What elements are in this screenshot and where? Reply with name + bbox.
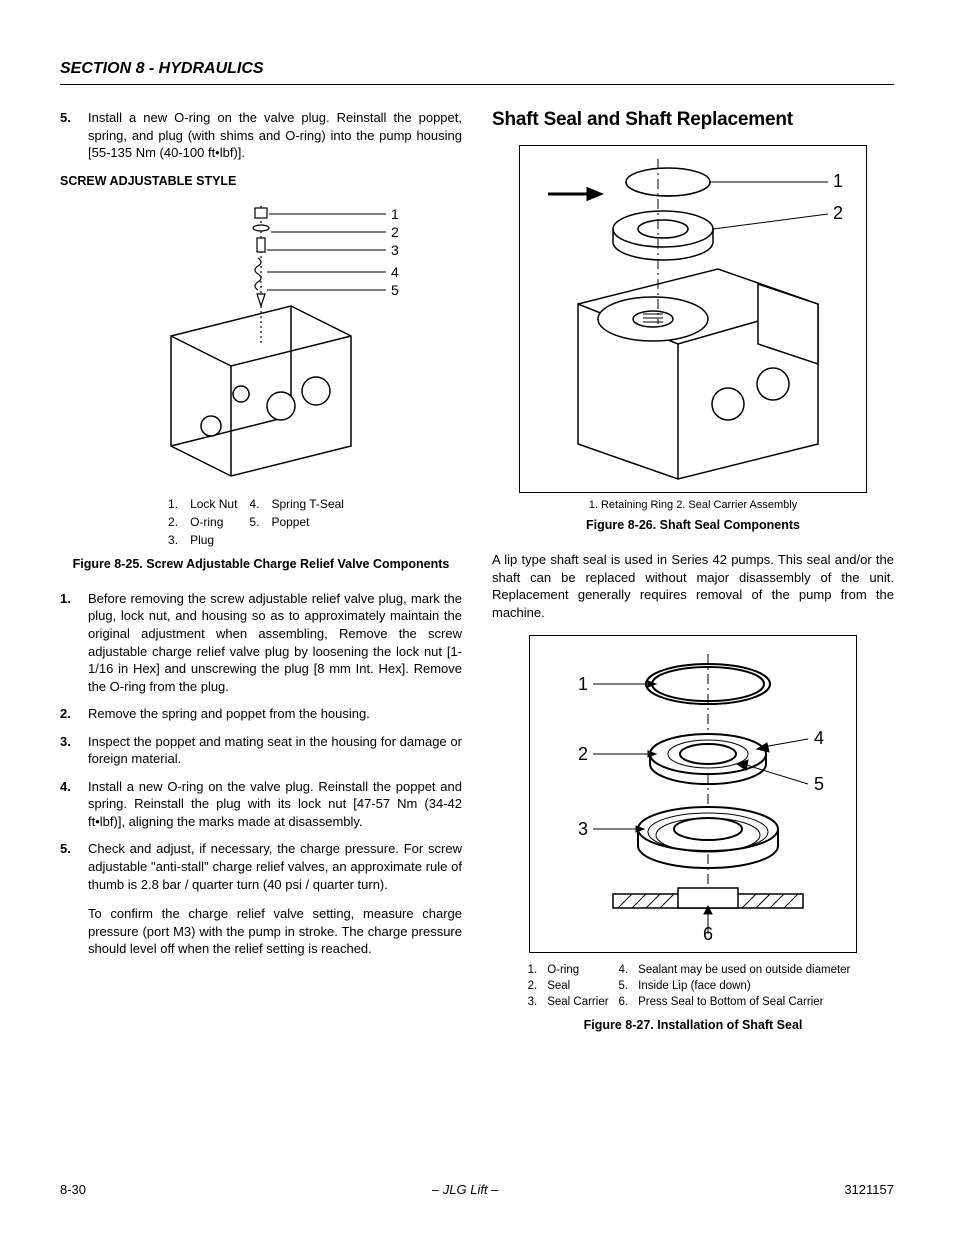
step-number: 1. xyxy=(60,590,88,695)
footer-page-number: 8-30 xyxy=(60,1182,86,1197)
screw-adjustable-heading: SCREW ADJUSTABLE STYLE xyxy=(60,174,462,188)
figure-8-25-caption: Figure 8-25. Screw Adjustable Charge Rel… xyxy=(60,556,462,572)
header-rule xyxy=(60,84,894,85)
step-text: Install a new O-ring on the valve plug. … xyxy=(88,109,462,162)
legend-row: 1. O-ring 4. Sealant may be used on outs… xyxy=(528,963,859,977)
seal-install-icon: 1 2 3 4 5 6 xyxy=(538,644,848,944)
step-text: Check and adjust, if necessary, the char… xyxy=(88,840,462,893)
footer-brand: – JLG Lift – xyxy=(432,1182,498,1197)
callout-1: 1 xyxy=(833,171,843,191)
figure-8-27-caption: Figure 8-27. Installation of Shaft Seal xyxy=(492,1017,894,1033)
callout-2: 2 xyxy=(578,744,588,764)
callout-6: 6 xyxy=(703,924,713,944)
shaft-seal-heading: Shaft Seal and Shaft Replacement xyxy=(492,109,894,131)
callout-2: 2 xyxy=(833,203,843,223)
callout-2: 2 xyxy=(391,224,399,240)
step-2: 2. Remove the spring and poppet from the… xyxy=(60,705,462,723)
step-4: 4. Install a new O-ring on the valve plu… xyxy=(60,778,462,831)
left-column: 5. Install a new O-ring on the valve plu… xyxy=(60,109,462,1052)
callout-3: 3 xyxy=(578,819,588,839)
page-footer: 8-30 – JLG Lift – 3121157 xyxy=(60,1182,894,1197)
step-number: 5. xyxy=(60,109,88,162)
legend-row: 2. Seal 5. Inside Lip (face down) xyxy=(528,979,859,993)
figure-8-27: 1 2 3 4 5 6 xyxy=(529,635,857,953)
step-5-top-list: 5. Install a new O-ring on the valve plu… xyxy=(60,109,462,162)
right-column: Shaft Seal and Shaft Replacement xyxy=(492,109,894,1052)
step-text: Install a new O-ring on the valve plug. … xyxy=(88,778,462,831)
step-1: 1. Before removing the screw adjustable … xyxy=(60,590,462,695)
step-number: 4. xyxy=(60,778,88,831)
figure-8-26-caption: Figure 8-26. Shaft Seal Components xyxy=(492,517,894,533)
callout-5: 5 xyxy=(814,774,824,794)
pump-exploded-icon: 1 2 3 4 5 xyxy=(111,196,411,486)
figure-8-25-legend: 1. Lock Nut 4. Spring T-Seal 2. O-ring 5… xyxy=(166,494,356,550)
legend-row: 3. Plug xyxy=(168,532,354,548)
two-column-layout: 5. Install a new O-ring on the valve plu… xyxy=(60,109,894,1052)
step-text: Before removing the screw adjustable rel… xyxy=(88,590,462,695)
callout-3: 3 xyxy=(391,242,399,258)
figure-8-26: 1 2 xyxy=(519,145,867,493)
page: SECTION 8 - HYDRAULICS 5. Install a new … xyxy=(0,0,954,1235)
shaft-seal-pump-icon: 1 2 xyxy=(528,154,858,484)
callout-1: 1 xyxy=(578,674,588,694)
confirm-paragraph: To confirm the charge relief valve setti… xyxy=(88,905,462,958)
callout-4: 4 xyxy=(391,264,399,280)
figure-8-27-legend: 1. O-ring 4. Sealant may be used on outs… xyxy=(526,961,861,1011)
step-text: Inspect the poppet and mating seat in th… xyxy=(88,733,462,768)
callout-4: 4 xyxy=(814,728,824,748)
step-number: 3. xyxy=(60,733,88,768)
legend-row: 1. Lock Nut 4. Spring T-Seal xyxy=(168,496,354,512)
step-number: 2. xyxy=(60,705,88,723)
callout-5: 5 xyxy=(391,282,399,298)
legend-row: 3. Seal Carrier 6. Press Seal to Bottom … xyxy=(528,995,859,1009)
step-3: 3. Inspect the poppet and mating seat in… xyxy=(60,733,462,768)
step-number: 5. xyxy=(60,840,88,893)
footer-doc-id: 3121157 xyxy=(844,1182,894,1197)
figure-8-25: 1 2 3 4 5 xyxy=(60,196,462,486)
section-title: SECTION 8 - HYDRAULICS xyxy=(60,60,894,80)
procedure-steps: 1. Before removing the screw adjustable … xyxy=(60,590,462,893)
legend-row: 2. O-ring 5. Poppet xyxy=(168,514,354,530)
step-5-top: 5. Install a new O-ring on the valve plu… xyxy=(60,109,462,162)
step-text: Remove the spring and poppet from the ho… xyxy=(88,705,462,723)
callout-1: 1 xyxy=(391,206,399,222)
step-5: 5. Check and adjust, if necessary, the c… xyxy=(60,840,462,893)
figure-8-26-legend: 1. Retaining Ring 2. Seal Carrier Assemb… xyxy=(492,499,894,511)
shaft-seal-body: A lip type shaft seal is used in Series … xyxy=(492,551,894,621)
